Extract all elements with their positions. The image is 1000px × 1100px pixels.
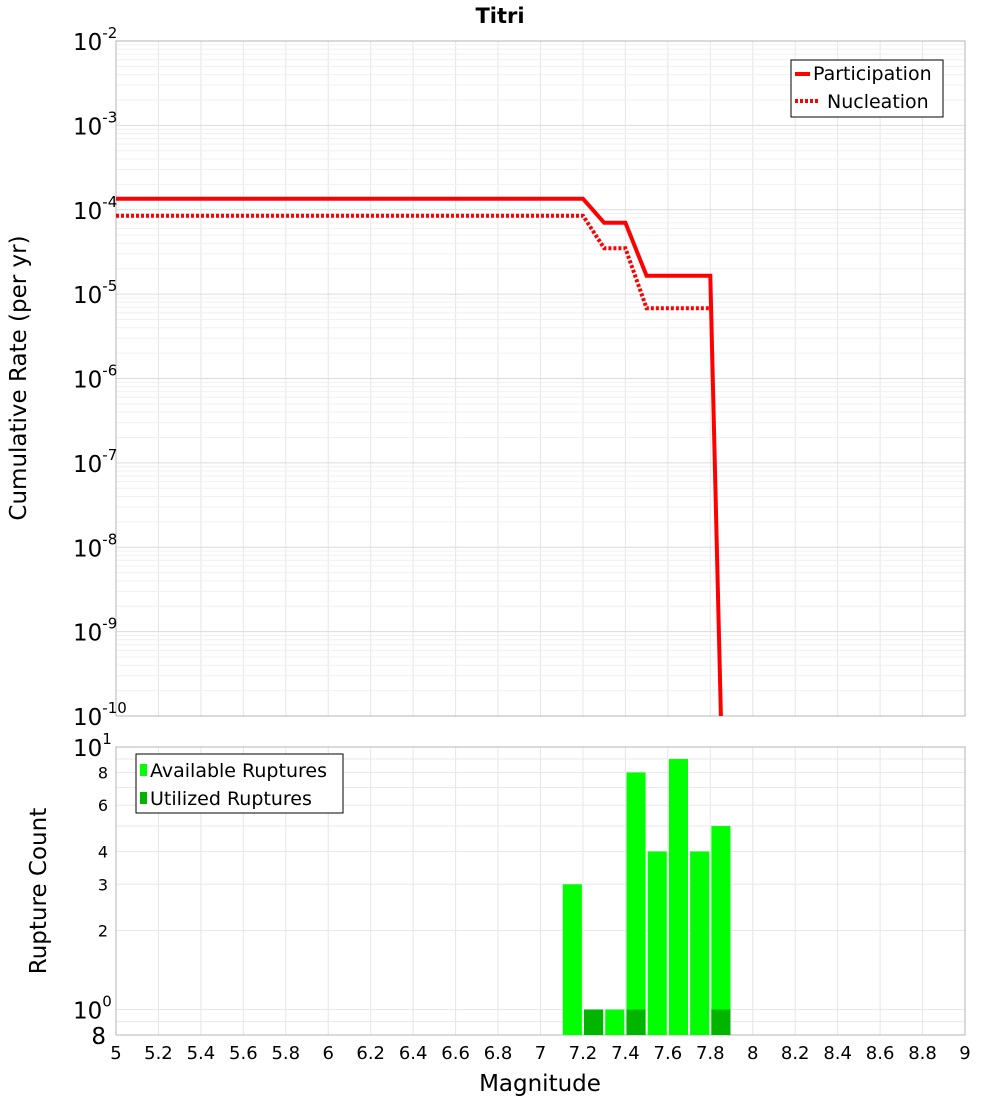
- top-y-tick-label: 10-4: [73, 193, 117, 225]
- top-y-ticks: 10-2 10-3 10-4 10-5 10-6 10-7 10-8 10-9 10-10: [73, 24, 127, 731]
- legend-participation-label: Participation: [813, 63, 932, 85]
- x-tick-label: 6: [323, 1043, 334, 1064]
- legend-available-label: Available Ruptures: [150, 760, 327, 782]
- participation-line: [116, 196, 723, 717]
- x-tick-label: 7: [535, 1043, 546, 1064]
- bottom-y-tick-label: 2: [98, 922, 108, 941]
- legend-top: Participation Nucleation: [790, 59, 944, 118]
- x-tick-label: 7.6: [654, 1043, 683, 1064]
- x-axis-label: Magnitude: [479, 1071, 601, 1097]
- legend-nucleation-label: Nucleation: [827, 91, 929, 113]
- top-plot-frame: [115, 40, 966, 717]
- x-tick-label: 5.4: [187, 1043, 216, 1064]
- nucleation-line: [116, 213, 711, 311]
- chart-title: Titri: [475, 4, 524, 28]
- top-y-tick-label: 10-2: [73, 24, 117, 56]
- available-ruptures-bar: [605, 1009, 625, 1035]
- x-tick-label: 5.6: [229, 1043, 258, 1064]
- x-tick-label: 8.8: [908, 1043, 937, 1064]
- bottom-y-tick-label: 3: [98, 875, 108, 894]
- top-y-axis-label: Cumulative Rate (per yr): [6, 235, 32, 520]
- rupture-bars: [562, 759, 731, 1035]
- utilized-ruptures-bar: [584, 1009, 604, 1035]
- bottom-plot-frame: [115, 746, 966, 1036]
- bottom-y-tick-label: 100: [73, 993, 112, 1025]
- x-tick-label: 8.4: [823, 1043, 852, 1064]
- top-y-tick-label: 10-5: [73, 277, 117, 309]
- x-tick-label: 8.6: [866, 1043, 895, 1064]
- x-tick-label: 5: [110, 1043, 121, 1064]
- available-ruptures-bar: [626, 772, 646, 1035]
- top-y-tick-label: 10-8: [73, 530, 117, 562]
- x-tick-label: 6.4: [399, 1043, 428, 1064]
- bottom-y-tick-label: 4: [98, 842, 108, 861]
- x-tick-label: 5.8: [271, 1043, 300, 1064]
- x-tick-label: 6.8: [484, 1043, 513, 1064]
- top-y-tick-label: 10-9: [73, 615, 117, 647]
- x-tick-label: 7.8: [696, 1043, 725, 1064]
- bottom-y-tick-label: 101: [73, 730, 112, 762]
- legend-top-box: [790, 59, 944, 118]
- legend-bottom-box: [135, 753, 344, 814]
- x-tick-label: 6.6: [441, 1043, 470, 1064]
- available-ruptures-bar: [690, 851, 710, 1035]
- x-tick-label: 7.2: [569, 1043, 598, 1064]
- top-y-tick-label: 10-10: [73, 699, 127, 731]
- rate-lines: [116, 196, 723, 717]
- available-ruptures-bar: [711, 826, 731, 1035]
- utilized-ruptures-bar: [711, 1009, 731, 1035]
- legend-available-swatch: [140, 764, 147, 776]
- x-tick-label: 6.2: [356, 1043, 385, 1064]
- bottom-y-tick-label: 8: [91, 1024, 106, 1050]
- x-tick-label: 5.2: [144, 1043, 173, 1064]
- x-tick-label: 8: [747, 1043, 758, 1064]
- available-ruptures-bar: [668, 759, 689, 1035]
- utilized-ruptures-bar: [626, 1009, 646, 1035]
- x-ticks: 5 5.2 5.4 5.6 5.8 6 6.2 6.4 6.6 6.8 7 7.2 7.4 7.6 7.8 8…: [110, 1043, 970, 1064]
- available-ruptures-bar: [562, 884, 582, 1035]
- x-tick-label: 9: [959, 1043, 970, 1064]
- legend-bottom: Available Ruptures Utilized Ruptures: [135, 753, 344, 814]
- top-grid: [115, 41, 966, 717]
- legend-utilized-label: Utilized Ruptures: [150, 788, 312, 810]
- top-y-tick-label: 10-3: [73, 108, 117, 140]
- bottom-y-tick-label: 8: [98, 763, 108, 782]
- legend-utilized-swatch: [140, 792, 147, 804]
- x-tick-label: 7.4: [611, 1043, 640, 1064]
- available-ruptures-bar: [647, 851, 667, 1035]
- bottom-y-axis-label: Rupture Count: [26, 808, 52, 974]
- top-y-tick-label: 10-6: [73, 362, 117, 394]
- x-tick-label: 8.2: [781, 1043, 810, 1064]
- bottom-y-tick-label: 6: [98, 796, 108, 815]
- top-y-tick-label: 10-7: [73, 446, 117, 478]
